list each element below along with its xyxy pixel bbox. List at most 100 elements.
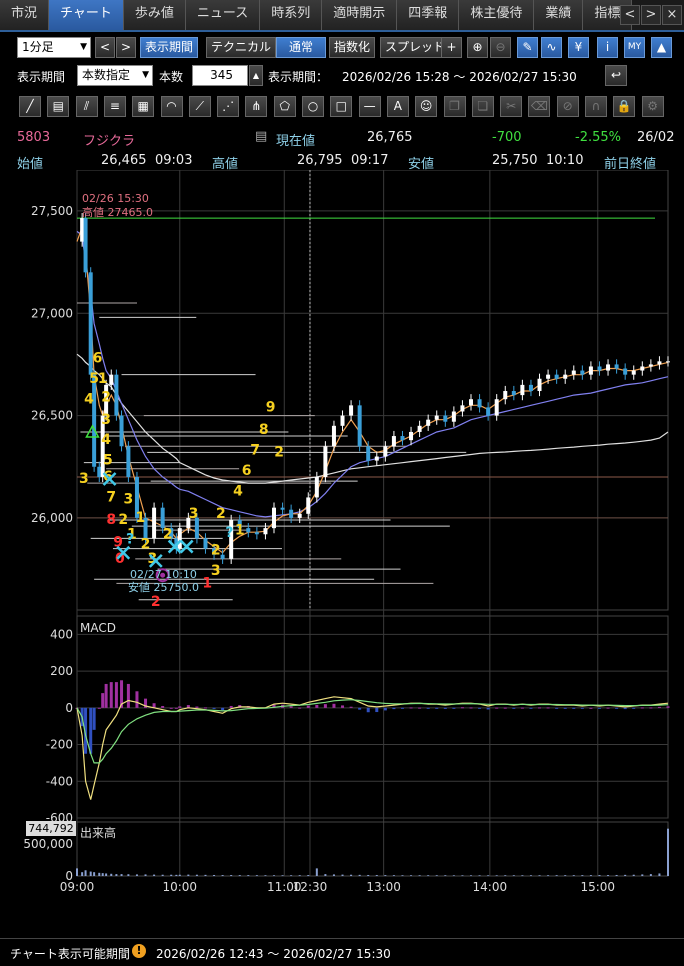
volume-bar [624,874,627,876]
price-chart[interactable]: 26,00026,50027,00027,5003456123456789032… [0,170,684,906]
volume-bar [632,874,635,876]
macd-histogram-bar [443,707,447,709]
text-tool-icon[interactable]: A [386,96,409,117]
candle-body [297,513,302,518]
interval-value: 1分足 [22,40,54,54]
count-stepper[interactable]: ▲ [249,65,263,86]
zoom-out-icon[interactable]: ⊖ [490,37,511,58]
macd-histogram-bar [486,707,490,710]
volume-bar [170,874,173,876]
count-input[interactable]: 345 [192,65,248,86]
volume-cursor-value: 744,792 [28,822,74,835]
my-icon[interactable]: MY [624,37,645,58]
price-tick-label: 27,000 [31,306,73,320]
candle-body [477,399,482,408]
candle-body [220,554,225,559]
volume-bar [298,875,301,876]
mountain-icon[interactable]: ▲ [651,37,672,58]
pitchfork-tool-icon[interactable]: ⋔ [245,96,268,117]
tab-prev-icon[interactable]: < [620,5,640,25]
quote-panel: 5803 フジクラ ▤ 現在値 26,765 -700 -2.55% 26/02… [0,124,684,172]
tab-4[interactable]: 時系列 [260,0,323,30]
ruler-tool-icon[interactable]: ▤ [47,96,70,117]
settings-tool-icon[interactable]: ⚙ [641,96,664,117]
hline-tool-icon[interactable]: ≡ [103,96,126,117]
price-tick-label: 27,500 [31,204,73,218]
fan-tool-icon[interactable]: ⟋ [188,96,211,117]
back-icon[interactable]: ↩ [605,65,627,86]
interval-select[interactable]: 1分足 ▼ [17,37,91,58]
paste-tool-icon[interactable]: ❏ [471,96,494,117]
count-label: 9 [266,399,276,415]
pen-icon[interactable]: ✎ [517,37,538,58]
line-tool-icon[interactable]: ╱ [19,96,41,117]
normal-button[interactable]: 通常 [276,37,326,58]
rect-tool-icon[interactable]: □ [330,96,353,117]
cut-tool-icon[interactable]: ✂ [500,96,523,117]
quote-date: 26/02 [637,130,675,145]
tab-8[interactable]: 業績 [534,0,584,30]
info-icon[interactable]: i [597,37,618,58]
eraser-tool-icon[interactable]: ⌫ [528,96,551,117]
magnet-tool-icon[interactable]: ∩ [585,96,607,117]
volume-bar [273,875,275,876]
technical-button[interactable]: テクニカル [206,37,277,58]
wave-icon[interactable]: ∿ [541,37,562,58]
tab-0[interactable]: 市況 [0,0,50,30]
gann-tool-icon[interactable]: ⋰ [217,96,240,117]
tab-5[interactable]: 適時開示 [322,0,398,30]
open-time: 09:03 [155,153,193,168]
candle-body [134,476,139,518]
zoom-in-icon[interactable]: ⊕ [467,37,488,58]
erase-all-tool-icon[interactable]: ⊘ [556,96,579,117]
spread-button[interactable]: スプレッド [380,37,451,58]
price-pane [76,170,669,611]
candle-body [357,405,362,447]
volume-bar [607,875,610,876]
crosshair-icon[interactable]: + [441,37,462,58]
index-button[interactable]: 指数化 [329,37,376,58]
dash-tool-icon[interactable]: — [358,96,381,117]
candle-body [203,538,208,549]
pentagon-tool-icon[interactable]: ⬠ [273,96,296,117]
macd-histogram-bar [289,706,293,708]
candle-body [606,364,611,371]
next-button[interactable]: > [116,37,136,58]
volume-bar [135,874,138,876]
tab-2[interactable]: 歩み値 [123,0,186,30]
yen-icon[interactable]: ¥ [568,37,589,58]
parallel-tool-icon[interactable]: ⫽ [75,96,98,117]
macd-tick-label: 400 [50,627,73,641]
candle-body [340,415,345,426]
volume-bar [255,875,258,876]
volume-bar [341,874,344,876]
candle-body [546,374,551,379]
period-button[interactable]: 表示期間 [140,37,199,58]
copy-tool-icon[interactable]: ❐ [443,96,466,117]
prev-button[interactable]: < [95,37,115,58]
tab-7[interactable]: 株主優待 [459,0,535,30]
smiley-tool-icon[interactable]: ☺ [415,96,438,117]
tab-3[interactable]: ニュース [185,0,261,30]
tab-1[interactable]: チャート [49,0,124,30]
circle-tool-icon[interactable]: ○ [302,96,324,117]
fibo-tool-icon[interactable]: ▦ [132,96,155,117]
tab-next-icon[interactable]: > [641,5,661,25]
close-icon[interactable]: × [662,5,682,25]
count-label: 2 [163,526,173,542]
tab-6[interactable]: 四季報 [397,0,460,30]
candle-body [469,399,473,406]
candle-body [537,378,542,392]
period-mode-select[interactable]: 本数指定 ▼ [77,65,153,86]
volume-bar [358,874,361,876]
macd-histogram-bar [640,707,644,709]
volume-bar [555,875,558,876]
time-tick-label: 09:00 [60,880,95,894]
cross-marker [148,554,163,568]
volume-bar [547,875,550,876]
arc-tool-icon[interactable]: ◠ [160,96,183,117]
candle-body [494,399,499,416]
lock-tool-icon[interactable]: 🔒 [613,96,636,117]
volume-bar [195,874,198,876]
price-tick-label: 26,500 [31,409,73,423]
